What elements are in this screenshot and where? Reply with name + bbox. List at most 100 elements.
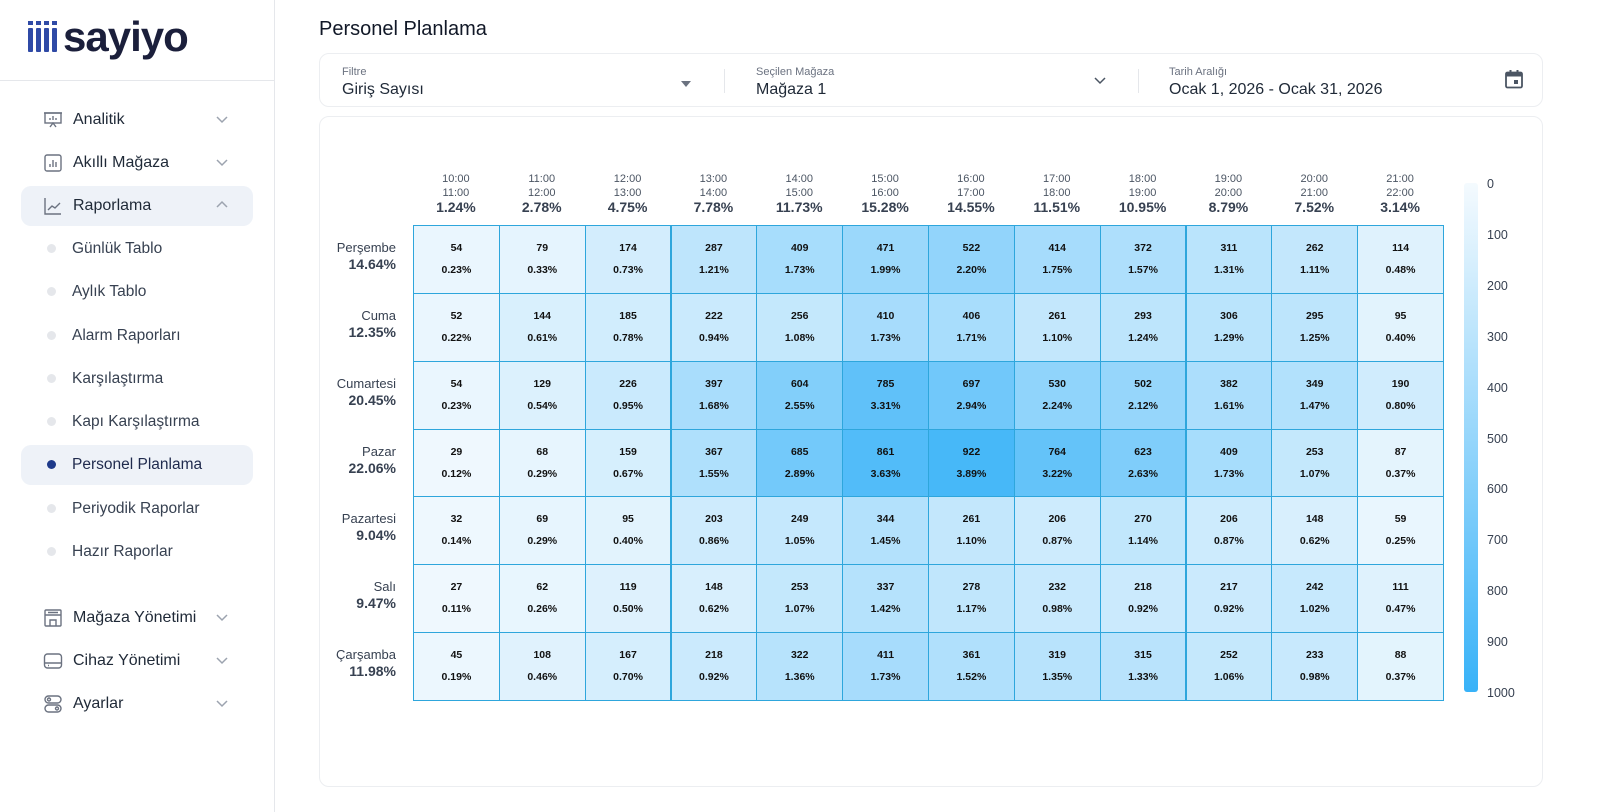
heatmap-cell[interactable]: 261 1.10% — [928, 496, 1015, 566]
heatmap-cell[interactable]: 111 0.47% — [1357, 564, 1444, 634]
heatmap-cell[interactable]: 52 0.22% — [413, 292, 500, 362]
date-range-picker[interactable]: Tarih Aralığı Ocak 1, 2026 - Ocak 31, 20… — [1148, 54, 1542, 106]
heatmap-cell[interactable]: 68 0.29% — [498, 428, 586, 498]
heatmap-cell[interactable]: 159 0.67% — [584, 428, 672, 498]
heatmap-cell[interactable]: 471 1.99% — [842, 225, 929, 294]
store-select[interactable]: Seçilen Mağaza Mağaza 1 — [734, 54, 1134, 106]
heatmap-cell[interactable]: 232 0.98% — [1013, 564, 1101, 634]
sidebar-item-karsilastirma[interactable]: Karşılaştırma — [21, 359, 253, 399]
logo[interactable]: sayiyo — [28, 13, 189, 60]
heatmap-cell[interactable]: 861 3.63% — [842, 428, 929, 498]
heatmap-cell[interactable]: 226 0.95% — [584, 360, 672, 430]
heatmap-cell[interactable]: 311 1.31% — [1185, 225, 1273, 294]
heatmap-cell[interactable]: 190 0.80% — [1357, 360, 1444, 430]
heatmap-cell[interactable]: 27 0.11% — [413, 564, 500, 634]
heatmap-cell[interactable]: 69 0.29% — [498, 496, 586, 566]
heatmap-cell[interactable]: 315 1.33% — [1099, 632, 1187, 701]
sidebar-item-personel-planlama[interactable]: Personel Planlama — [21, 445, 253, 486]
heatmap-cell[interactable]: 88 0.37% — [1357, 632, 1444, 701]
sidebar-item-akilli-magaza[interactable]: Akıllı Mağaza — [21, 143, 253, 183]
heatmap-cell[interactable]: 242 1.02% — [1271, 564, 1359, 634]
heatmap-cell[interactable]: 252 1.06% — [1185, 632, 1273, 701]
heatmap-cell[interactable]: 79 0.33% — [498, 225, 586, 294]
heatmap-cell[interactable]: 253 1.07% — [1271, 428, 1359, 498]
sidebar-item-cihaz-yonetimi[interactable]: Cihaz Yönetimi — [21, 641, 253, 681]
heatmap-cell[interactable]: 414 1.75% — [1013, 225, 1101, 294]
heatmap-cell[interactable]: 604 2.55% — [756, 360, 844, 430]
heatmap-cell[interactable]: 337 1.42% — [842, 564, 929, 634]
heatmap-cell[interactable]: 293 1.24% — [1099, 292, 1187, 362]
heatmap-cell[interactable]: 203 0.86% — [670, 496, 758, 566]
heatmap-cell[interactable]: 322 1.36% — [756, 632, 844, 701]
heatmap-cell[interactable]: 261 1.10% — [1013, 292, 1101, 362]
heatmap-cell[interactable]: 119 0.50% — [584, 564, 672, 634]
heatmap-cell[interactable]: 406 1.71% — [928, 292, 1015, 362]
heatmap-cell[interactable]: 372 1.57% — [1099, 225, 1187, 294]
filter-select[interactable]: Filtre Giriş Sayısı — [320, 54, 720, 106]
sidebar-item-periyodik-raporlar[interactable]: Periyodik Raporlar — [21, 489, 253, 529]
heatmap-cell[interactable]: 59 0.25% — [1357, 496, 1444, 566]
calendar-icon[interactable] — [1504, 69, 1524, 94]
heatmap-cell[interactable]: 409 1.73% — [756, 225, 844, 294]
sidebar-item-alarm-raporlari[interactable]: Alarm Raporları — [21, 316, 253, 356]
heatmap-cell[interactable]: 530 2.24% — [1013, 360, 1101, 430]
heatmap-cell[interactable]: 697 2.94% — [928, 360, 1015, 430]
heatmap-cell[interactable]: 295 1.25% — [1271, 292, 1359, 362]
heatmap-cell[interactable]: 685 2.89% — [756, 428, 844, 498]
heatmap-cell[interactable]: 319 1.35% — [1013, 632, 1101, 701]
chevron-up-icon[interactable] — [215, 198, 229, 217]
chevron-down-icon[interactable] — [215, 155, 229, 174]
heatmap-cell[interactable]: 217 0.92% — [1185, 564, 1273, 634]
heatmap-cell[interactable]: 270 1.14% — [1099, 496, 1187, 566]
heatmap-cell[interactable]: 278 1.17% — [928, 564, 1015, 634]
heatmap-cell[interactable]: 256 1.08% — [756, 292, 844, 362]
heatmap-cell[interactable]: 45 0.19% — [413, 632, 500, 701]
heatmap-cell[interactable]: 262 1.11% — [1271, 225, 1359, 294]
heatmap-cell[interactable]: 54 0.23% — [413, 360, 500, 430]
heatmap-cell[interactable]: 87 0.37% — [1357, 428, 1444, 498]
heatmap-cell[interactable]: 361 1.52% — [928, 632, 1015, 701]
heatmap-cell[interactable]: 249 1.05% — [756, 496, 844, 566]
heatmap-cell[interactable]: 108 0.46% — [498, 632, 586, 701]
sidebar-item-ayarlar[interactable]: Ayarlar — [21, 684, 253, 724]
heatmap-cell[interactable]: 206 0.87% — [1185, 496, 1273, 566]
heatmap-cell[interactable]: 222 0.94% — [670, 292, 758, 362]
chevron-down-icon[interactable] — [215, 653, 229, 672]
heatmap-cell[interactable]: 174 0.73% — [584, 225, 672, 294]
heatmap-cell[interactable]: 32 0.14% — [413, 496, 500, 566]
sidebar-item-gunluk-tablo[interactable]: Günlük Tablo — [21, 229, 253, 269]
heatmap-cell[interactable]: 233 0.98% — [1271, 632, 1359, 701]
heatmap-cell[interactable]: 148 0.62% — [670, 564, 758, 634]
chevron-down-icon[interactable] — [215, 696, 229, 715]
heatmap-cell[interactable]: 218 0.92% — [670, 632, 758, 701]
heatmap-cell[interactable]: 785 3.31% — [842, 360, 929, 430]
heatmap-cell[interactable]: 253 1.07% — [756, 564, 844, 634]
heatmap-cell[interactable]: 167 0.70% — [584, 632, 672, 701]
sidebar-item-hazir-raporlar[interactable]: Hazır Raporlar — [21, 532, 253, 572]
heatmap-cell[interactable]: 922 3.89% — [928, 428, 1015, 498]
heatmap-cell[interactable]: 29 0.12% — [413, 428, 500, 498]
heatmap-cell[interactable]: 114 0.48% — [1357, 225, 1444, 294]
heatmap-cell[interactable]: 54 0.23% — [413, 225, 500, 294]
heatmap-cell[interactable]: 411 1.73% — [842, 632, 929, 701]
heatmap-cell[interactable]: 409 1.73% — [1185, 428, 1273, 498]
heatmap-cell[interactable]: 623 2.63% — [1099, 428, 1187, 498]
heatmap-cell[interactable]: 62 0.26% — [498, 564, 586, 634]
sidebar-item-magaza-yonetimi[interactable]: Mağaza Yönetimi — [21, 598, 253, 638]
heatmap-cell[interactable]: 397 1.68% — [670, 360, 758, 430]
heatmap-cell[interactable]: 148 0.62% — [1271, 496, 1359, 566]
heatmap-cell[interactable]: 382 1.61% — [1185, 360, 1273, 430]
heatmap-cell[interactable]: 206 0.87% — [1013, 496, 1101, 566]
heatmap-cell[interactable]: 764 3.22% — [1013, 428, 1101, 498]
heatmap-cell[interactable]: 367 1.55% — [670, 428, 758, 498]
sidebar-item-raporlama[interactable]: Raporlama — [21, 186, 253, 226]
heatmap-cell[interactable]: 410 1.73% — [842, 292, 929, 362]
heatmap-cell[interactable]: 129 0.54% — [498, 360, 586, 430]
heatmap-cell[interactable]: 95 0.40% — [584, 496, 672, 566]
heatmap-cell[interactable]: 185 0.78% — [584, 292, 672, 362]
heatmap-cell[interactable]: 95 0.40% — [1357, 292, 1444, 362]
heatmap-cell[interactable]: 287 1.21% — [670, 225, 758, 294]
heatmap-cell[interactable]: 306 1.29% — [1185, 292, 1273, 362]
heatmap-cell[interactable]: 502 2.12% — [1099, 360, 1187, 430]
heatmap-cell[interactable]: 144 0.61% — [498, 292, 586, 362]
